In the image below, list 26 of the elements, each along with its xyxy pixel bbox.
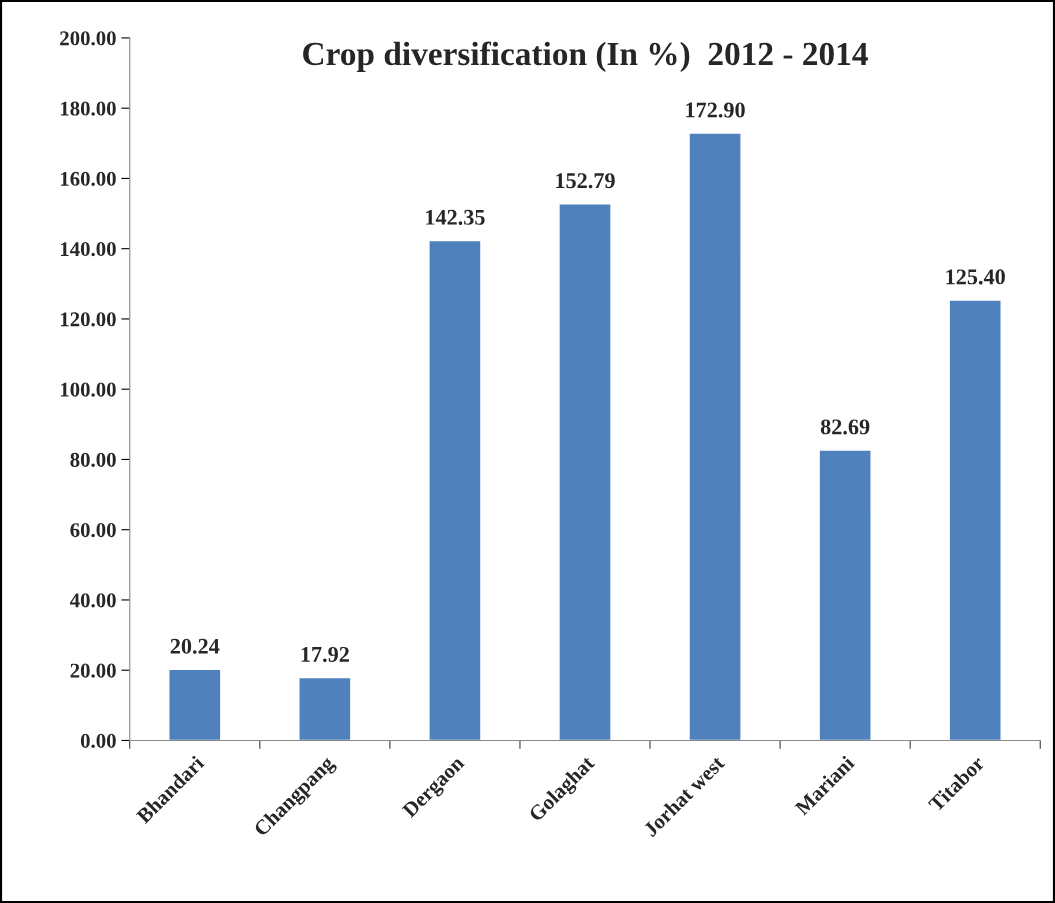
y-tick-label: 200.00 bbox=[60, 31, 116, 46]
data-label: 172.90 bbox=[686, 102, 745, 118]
y-tick-label: 40.00 bbox=[69, 593, 116, 608]
bar bbox=[948, 299, 1002, 741]
bar bbox=[428, 239, 482, 741]
data-label: 125.40 bbox=[946, 269, 1005, 285]
data-label: 142.35 bbox=[426, 209, 485, 225]
data-label: 17.92 bbox=[301, 646, 349, 662]
bar bbox=[298, 676, 352, 741]
bar bbox=[688, 132, 742, 741]
y-tick-label: 100.00 bbox=[60, 382, 116, 397]
data-label: 82.69 bbox=[820, 419, 870, 435]
y-tick-label: 120.00 bbox=[60, 312, 116, 327]
chart-title: Crop diversification (In %) 2012 - 2014 bbox=[303, 41, 868, 73]
y-tick-label: 80.00 bbox=[70, 452, 116, 467]
y-tick-label: 60.00 bbox=[70, 523, 116, 538]
bar bbox=[558, 203, 612, 741]
y-tick-label: 0.00 bbox=[80, 733, 116, 748]
bar bbox=[168, 668, 222, 741]
y-tick-label: 20.00 bbox=[70, 663, 116, 678]
y-tick-label: 180.00 bbox=[60, 101, 116, 116]
data-label: 20.24 bbox=[170, 638, 220, 654]
bar bbox=[818, 449, 872, 741]
y-tick-label: 140.00 bbox=[60, 242, 116, 257]
y-tick-label: 160.00 bbox=[60, 171, 116, 186]
data-label: 152.79 bbox=[556, 173, 615, 189]
